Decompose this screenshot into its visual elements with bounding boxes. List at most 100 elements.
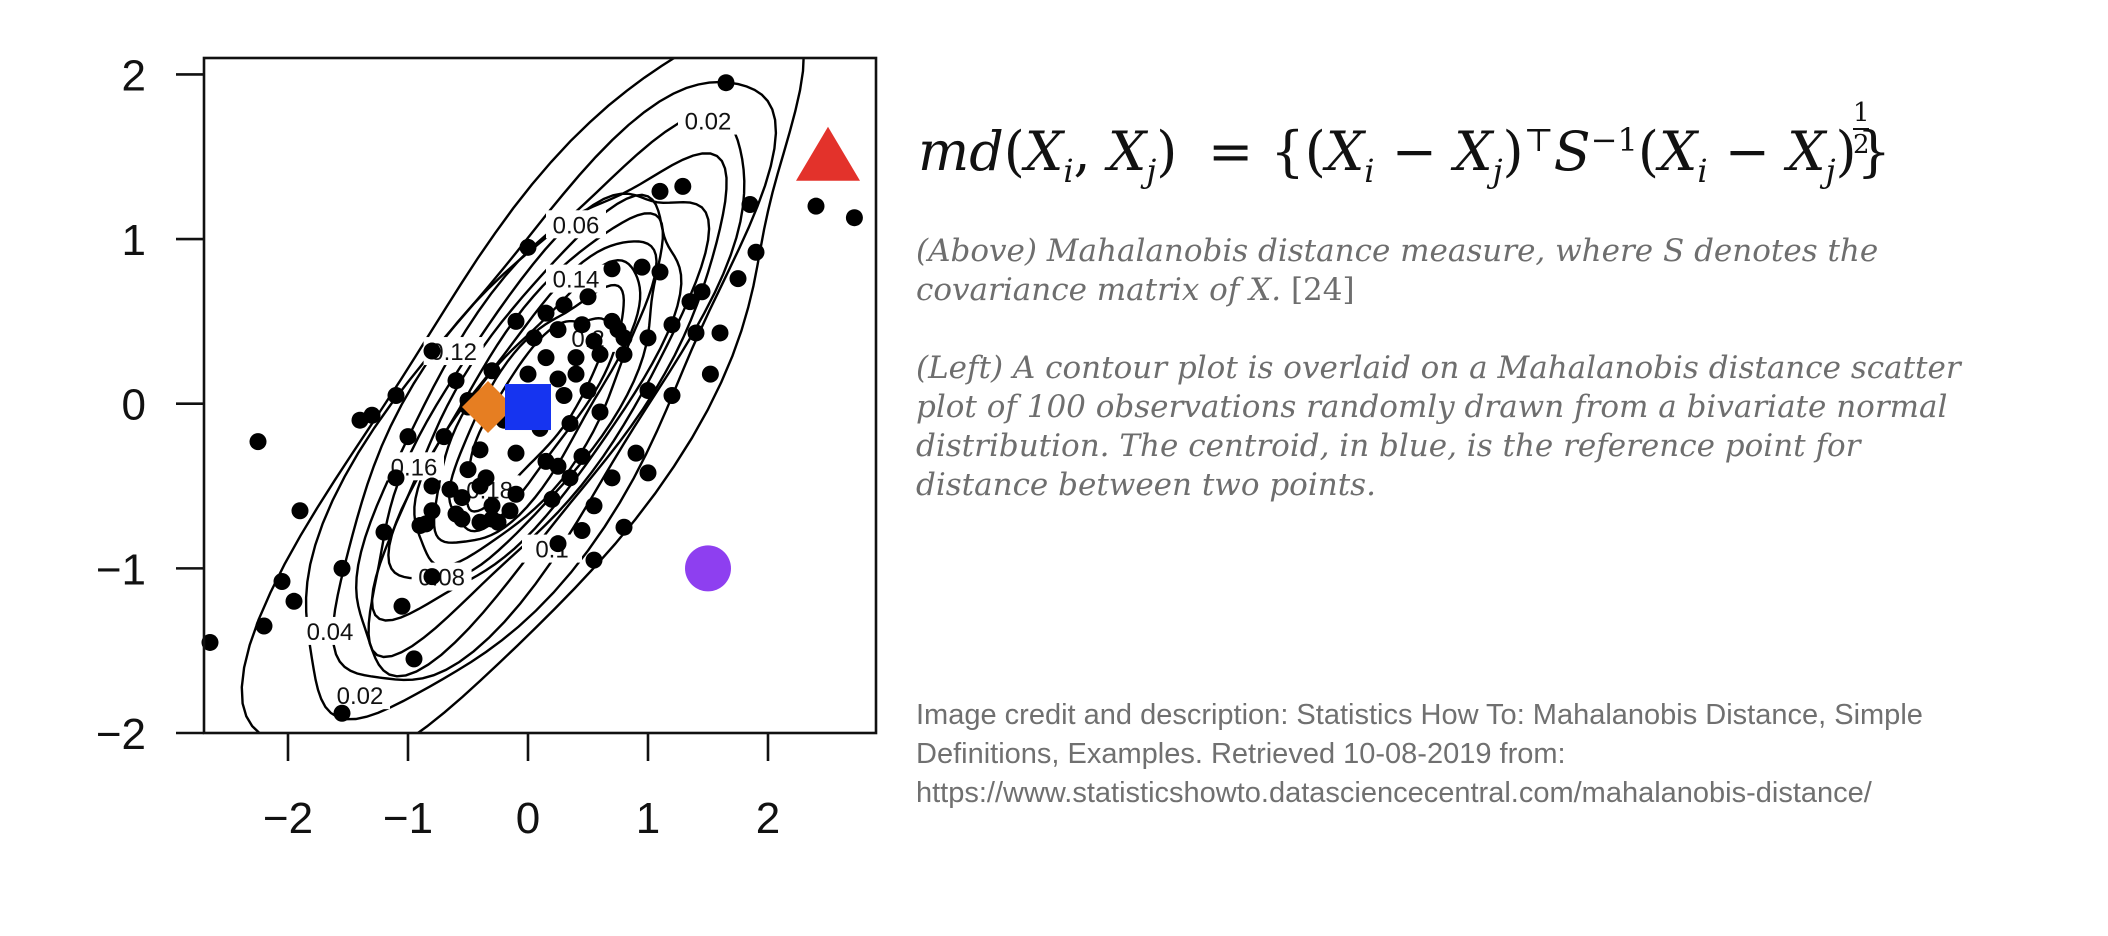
scatter-point: [423, 342, 441, 360]
scatter-point: [567, 365, 585, 383]
scatter-point: [717, 74, 735, 92]
scatter-point: [627, 444, 645, 462]
triangle-marker: [796, 126, 860, 181]
contour-label-bg: [300, 616, 360, 645]
scatter-point: [561, 414, 579, 432]
scatter-point: [333, 559, 351, 577]
scatter-point: [549, 535, 567, 553]
scatter-point: [807, 197, 825, 215]
y-tick-label: 2: [122, 51, 146, 100]
scatter-point: [507, 485, 525, 503]
scatter-point: [615, 518, 633, 536]
scatter-point: [519, 365, 537, 383]
diamond-marker: [462, 381, 514, 434]
exponent-denominator: 2: [1853, 130, 1870, 160]
contour-label-bg: [330, 681, 390, 710]
scatter-point: [507, 444, 525, 462]
plot-frame: [202, 56, 878, 735]
scatter-point: [387, 469, 405, 487]
scatter-point: [591, 345, 609, 363]
scatter-point: [501, 502, 519, 520]
scatter-point: [285, 592, 303, 610]
scatter-point: [555, 387, 573, 404]
scatter-point: [585, 551, 603, 569]
scatter-point: [537, 304, 555, 322]
contour-label-bg: [678, 106, 738, 135]
scatter-point: [615, 345, 633, 363]
scatter-point: [585, 497, 603, 515]
scatter-point: [579, 382, 597, 400]
scatter-point: [603, 469, 621, 487]
scatter-point: [351, 411, 369, 429]
mahalanobis-formula: md(Xi, Xj) = {(Xi − Xj)⊤S−1(Xi − Xj)} 1 …: [918, 100, 2018, 194]
scatter-point: [453, 489, 471, 507]
contour-label-bg: [411, 562, 472, 591]
scatter-point: [537, 349, 555, 367]
x-tick-label: 0: [516, 794, 540, 843]
scatter-point: [543, 490, 561, 508]
scatter-point: [405, 650, 423, 668]
exponent-numerator: 1: [1853, 98, 1870, 128]
scatter-point: [549, 457, 567, 475]
scatter-point: [459, 461, 477, 479]
scatter-point: [573, 447, 591, 465]
contour-label: 0.06: [553, 212, 600, 239]
scatter-point: [519, 238, 537, 256]
scatter-point: [729, 270, 747, 288]
scatter-point: [615, 329, 633, 347]
scatter-point: [423, 502, 441, 520]
caption-above-ref: [24]: [1290, 272, 1355, 308]
scatter-point: [471, 513, 489, 531]
x-tick-label: 2: [756, 794, 780, 843]
formula-lhs: md(Xi, Xj): [918, 120, 1178, 190]
y-tick-label: −1: [96, 545, 146, 594]
scatter-point: [399, 428, 417, 446]
contour-label-bg: [546, 264, 606, 293]
scatter-point: [579, 288, 597, 306]
caption-above: (Above) Mahalanobis distance measure, wh…: [916, 232, 1976, 310]
caption-left: (Left) A contour plot is overlaid on a M…: [916, 350, 1961, 503]
scatter-point: [435, 428, 453, 446]
image-credit: Image credit and description: Statistics…: [916, 699, 1923, 809]
y-tick-label: 0: [122, 381, 146, 430]
scatter-point: [489, 513, 507, 531]
scatter-point: [273, 573, 291, 591]
contour-line: [240, 58, 805, 733]
scatter-point: [411, 517, 429, 535]
scatter-point: [393, 597, 411, 615]
scatter-point: [701, 365, 719, 383]
scatter-point: [255, 617, 273, 635]
scatter-point: [573, 522, 591, 539]
contour-label: 0.02: [685, 109, 732, 136]
scatter-point: [375, 523, 393, 541]
scatter-point: [573, 316, 591, 334]
caption-above-text: (Above) Mahalanobis distance measure, wh…: [916, 233, 1879, 308]
contour-scatter-chart: 0.020.060.140.20.120.160.080.040.020.10.…: [0, 0, 900, 936]
formula-exponent: 1 2: [1853, 100, 1870, 158]
scatter-point: [555, 296, 573, 314]
scatter-point: [711, 324, 729, 342]
scatter-point: [507, 312, 525, 330]
scatter-point: [549, 321, 567, 339]
scatter-point: [525, 329, 543, 347]
scatter-point: [249, 433, 267, 451]
centroid-square-marker: [505, 384, 551, 431]
contour-label-bg: [546, 210, 606, 239]
scatter-point: [633, 258, 651, 276]
y-tick-label: 1: [122, 216, 146, 265]
scatter-point: [651, 182, 669, 200]
fraction-bar: [1853, 128, 1870, 130]
scatter-point: [471, 441, 489, 459]
contour-label: 0.04: [307, 619, 354, 646]
scatter-point: [201, 633, 219, 651]
scatter-point: [747, 243, 765, 261]
circle-marker: [685, 545, 731, 592]
scatter-point: [639, 464, 657, 482]
scatter-point: [567, 349, 585, 367]
scatter-point: [423, 568, 441, 586]
scatter-point: [845, 209, 863, 227]
y-tick-label: −2: [96, 710, 146, 759]
scatter-point: [663, 316, 681, 334]
contour-line: [304, 80, 778, 721]
scatter-point: [423, 477, 441, 495]
